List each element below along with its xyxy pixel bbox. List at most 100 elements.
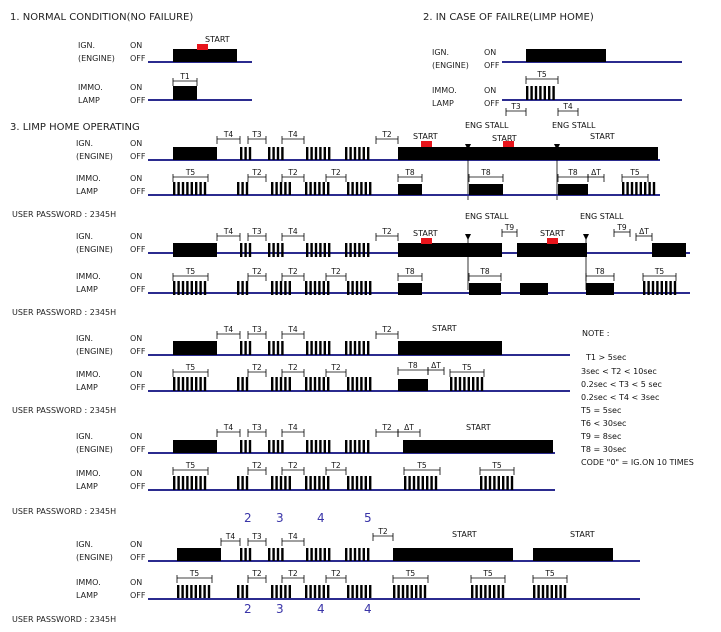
note-line-6: T6 < 30sec bbox=[580, 419, 626, 428]
row-d-ign-pulse bbox=[358, 440, 361, 453]
row-b-ign-pulse bbox=[310, 243, 313, 257]
row-b-t8-timer-label: T8 bbox=[404, 267, 415, 276]
row-a-ign-pulse bbox=[268, 147, 271, 160]
section-title-limp-home: 2. IN CASE OF FAILRE(LIMP HOME) bbox=[423, 12, 594, 23]
row-d-ign-pulse bbox=[362, 440, 365, 453]
row-c-ign-pulse bbox=[323, 341, 326, 355]
row-e-immo-pulse bbox=[203, 585, 206, 598]
row-b-ign-block bbox=[652, 243, 686, 257]
row-d-immo-pulse bbox=[510, 476, 514, 490]
row-b-immo-pulse bbox=[351, 281, 354, 295]
row-d-immo-pulse bbox=[186, 476, 189, 490]
row-d-start-label: START bbox=[466, 423, 491, 432]
row-c-ign-pulse bbox=[319, 341, 322, 355]
row-e-immo-pulse bbox=[393, 585, 396, 598]
note-line-8: T8 = 30sec bbox=[580, 445, 626, 454]
row-e-ign-pulse bbox=[272, 548, 275, 561]
row-a-immo-pulse bbox=[309, 182, 312, 195]
row-c-password: USER PASSWORD : 2345H bbox=[12, 406, 116, 415]
row-b-immo-block bbox=[469, 283, 501, 295]
row-a-t3-timer-label: T3 bbox=[251, 130, 262, 139]
row-a-immo-on-label: ON bbox=[130, 174, 142, 183]
row-c-immo-pulse bbox=[355, 377, 359, 391]
note-line-3: 0.2sec < T3 < 5 sec bbox=[581, 380, 662, 389]
row-a-immo-block bbox=[469, 184, 503, 195]
row-b-immo-pulse bbox=[660, 281, 663, 295]
row-b-t4-timer-label: T4 bbox=[223, 227, 234, 236]
row-c-ign-on-label: ON bbox=[130, 334, 142, 343]
row-b-immo-pulse bbox=[327, 281, 330, 295]
row-d-immo-pulse bbox=[241, 476, 244, 490]
limp-immo-label: IMMO. bbox=[432, 86, 457, 95]
normal-ign-on-block bbox=[173, 49, 237, 62]
row-a-immo-sublabel: LAMP bbox=[76, 187, 98, 196]
row-b-start-label: START bbox=[540, 229, 565, 238]
row-a-immo-pulse bbox=[360, 182, 363, 195]
row-a-ign-pulse bbox=[248, 147, 252, 160]
normal-immo-on-block bbox=[173, 86, 197, 100]
row-b-ign-block bbox=[398, 243, 502, 257]
limp-ign-off-label: OFF bbox=[484, 61, 500, 70]
row-d-immo-pulse bbox=[275, 476, 278, 490]
row-b-ign-pulse bbox=[248, 243, 252, 257]
normal-ign-off-label: OFF bbox=[130, 54, 146, 63]
note-line-7: T9 = 8sec bbox=[580, 432, 621, 441]
limp-immo-pulse bbox=[552, 86, 555, 100]
row-b-immo-pulse bbox=[195, 281, 198, 295]
row-b-immo-pulse bbox=[199, 281, 202, 295]
row-a-t2-timer-label: T2 bbox=[381, 130, 392, 139]
row-b-ign-on-label: ON bbox=[130, 232, 142, 241]
row-a-immo-pulse bbox=[245, 182, 249, 195]
row-b-immo-pulse bbox=[651, 281, 655, 295]
row-c-ign-pulse bbox=[272, 341, 275, 355]
row-d-immo-pulse bbox=[351, 476, 354, 490]
row-e-immo-pulse bbox=[313, 585, 317, 598]
normal-immo-off-label: OFF bbox=[130, 96, 146, 105]
row-b-t2-timer-label: T2 bbox=[381, 227, 392, 236]
row-a-stall-label: ENG STALL bbox=[465, 121, 509, 130]
row-b-ign-pulse bbox=[353, 243, 357, 257]
limp-t5-timer-label: T5 bbox=[536, 70, 547, 79]
limp-ign-on-label: ON bbox=[484, 48, 496, 57]
row-e-immo-pulse bbox=[322, 585, 325, 598]
section-title-normal: 1. NORMAL CONDITION(NO FAILURE) bbox=[10, 12, 193, 23]
row-a-dt-timer-label: ΔT bbox=[591, 168, 601, 177]
row-e-t5d-timer-label: T5 bbox=[544, 569, 555, 578]
row-b-immo-on-label: ON bbox=[130, 272, 142, 281]
note-block: NOTE : T1 > 5sec 3sec < T2 < 10sec 0.2se… bbox=[580, 329, 694, 467]
row-d-immo-pulse bbox=[434, 476, 438, 490]
row-d-immo-pulse bbox=[318, 476, 321, 490]
row-a-immo-pulse bbox=[347, 182, 350, 195]
row-e-immo-pulse bbox=[237, 585, 240, 598]
row-c-immo-pulse bbox=[203, 377, 207, 391]
row-a-immo-label: IMMO. bbox=[76, 174, 101, 183]
row-e-t4b-timer-label: T4 bbox=[287, 532, 298, 541]
row-a-immo-pulse bbox=[181, 182, 185, 195]
limp-immo-pulse bbox=[534, 86, 538, 100]
row-e-ign-pulse bbox=[310, 548, 313, 561]
row-a-t4-timer-label: T4 bbox=[223, 130, 234, 139]
row-a-ign-pulse bbox=[367, 147, 370, 160]
row-a-immo-pulse bbox=[369, 182, 372, 195]
row-c-immo-pulse bbox=[177, 377, 180, 391]
row-a-immo-pulse bbox=[186, 182, 189, 195]
row-b-immo-pulse bbox=[647, 281, 650, 295]
row-e-immo-pulse bbox=[541, 585, 545, 598]
row-b-ign-pulse bbox=[240, 243, 243, 257]
row-e-immo-pulse bbox=[471, 585, 474, 598]
row-e-t5-timer-label: T5 bbox=[189, 569, 200, 578]
row-c-ign-pulse bbox=[358, 341, 361, 355]
row-c-immo-pulse bbox=[318, 377, 321, 391]
row-b-immo-pulse bbox=[309, 281, 312, 295]
row-c-ign-pulse bbox=[240, 341, 243, 355]
row-e-immo-pulse bbox=[288, 585, 291, 598]
row-b-immo-pulse bbox=[364, 281, 367, 295]
row-e-immo-pulse bbox=[245, 585, 249, 598]
row-b-t2ic-timer-label: T2 bbox=[330, 267, 341, 276]
row-b-start-label: START bbox=[413, 229, 438, 238]
row-e-ign-pulse bbox=[349, 548, 352, 561]
row-d-immo-pulse bbox=[245, 476, 249, 490]
row-d-immo-pulse bbox=[195, 476, 198, 490]
row-a-ign-sublabel: (ENGINE) bbox=[76, 152, 113, 161]
row-e-immo-pulse bbox=[550, 585, 553, 598]
